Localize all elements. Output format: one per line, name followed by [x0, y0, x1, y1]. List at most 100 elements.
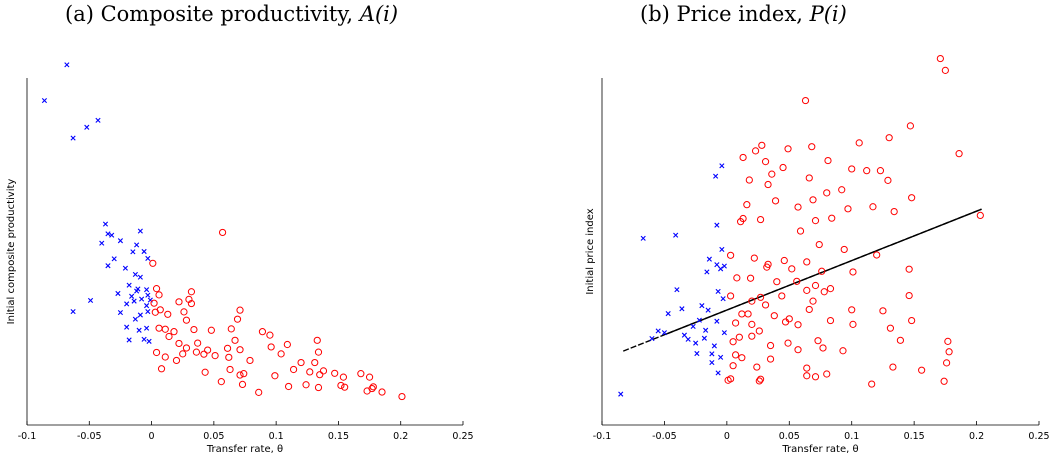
panel-a-circle-marker	[236, 306, 244, 314]
panel-b-y-axis-label: Initial price index	[585, 208, 596, 294]
panel-a-circle-marker	[311, 358, 319, 367]
panel-b-circle-marker	[838, 186, 846, 194]
panel-b-circle-marker	[738, 354, 746, 362]
panel-a-cross-stroke	[143, 303, 150, 309]
panel-a-circle-marker	[190, 325, 198, 334]
panel-b-circle-marker	[756, 293, 765, 301]
panel-b-circle-marker	[758, 141, 766, 149]
panel-b-circle-marker	[873, 251, 881, 259]
panel-b-cross-marker	[714, 318, 720, 324]
panel-a-cross-marker	[117, 238, 124, 244]
panel-b-cross-stroke	[709, 359, 715, 366]
panel-b-circle-marker	[755, 377, 763, 385]
panel-b-cross-stroke	[699, 303, 705, 309]
panel-a-cross-stroke	[117, 309, 124, 316]
panel-b-cross-marker	[713, 173, 719, 179]
panel-b-x-tick-label: -0.05	[652, 431, 677, 442]
panel-b-cross-stroke	[674, 287, 680, 293]
panel-b-cross-marker	[681, 332, 687, 338]
panel-b-circle-marker	[744, 310, 752, 318]
panel-b-cross-marker	[694, 350, 700, 357]
panel-a-circle-marker	[231, 336, 239, 344]
panel-b-cross-marker	[715, 370, 721, 376]
panel-b-circle-marker	[819, 344, 827, 352]
panel-b-circle-marker	[731, 319, 740, 327]
panel-b-circle-marker	[814, 337, 822, 345]
panel-b-fit-line	[665, 208, 982, 335]
panel-b-circle-marker	[803, 372, 811, 380]
panel-b-cross-stroke	[649, 336, 655, 342]
panel-b-circle-marker	[756, 375, 765, 383]
panel-b-circle-marker	[886, 324, 895, 332]
panel-b-circle-marker	[761, 301, 770, 309]
panel-a-cross-marker	[126, 282, 132, 288]
panel-b-cross-stroke	[721, 263, 727, 269]
panel-a-x-tick-label: 0.05	[203, 431, 224, 442]
panel-b-cross-stroke	[714, 222, 720, 228]
panel-a-circle-marker	[217, 378, 225, 386]
panel-a-circle-marker	[236, 371, 244, 379]
panel-a-cross-stroke	[129, 293, 135, 299]
panel-a-x-tick-label: 0	[149, 431, 155, 442]
panel-a-circle-marker	[155, 291, 163, 299]
panel-b-circle-marker	[794, 321, 802, 329]
panel-a-cross-marker	[134, 242, 140, 248]
panel-b-circle-marker	[733, 274, 741, 282]
panel-b-circle-marker	[823, 189, 831, 197]
panel-a-cross-marker	[132, 271, 138, 277]
panel-a-circle-marker	[218, 228, 227, 237]
panel-b-cross-marker	[640, 235, 646, 241]
panel-a-circle-marker	[211, 352, 219, 360]
panel-a-circle-marker	[207, 326, 215, 334]
panel-b-circle-marker	[748, 332, 756, 340]
panel-b-cross-marker	[665, 311, 671, 317]
panel-a-cross-marker	[132, 316, 138, 322]
panel-b-circle-marker	[941, 66, 949, 74]
panel-b-cross-stroke	[719, 246, 725, 253]
panel-a-cross-marker	[70, 135, 76, 141]
panel-a-circle-marker	[156, 306, 164, 314]
panel-a-cross-stroke	[136, 327, 142, 333]
panel-a-circle-marker	[339, 373, 348, 381]
panel-a-circle-marker	[170, 328, 178, 336]
panel-b-cross-stroke	[714, 318, 720, 324]
panel-b-circle-marker	[839, 347, 847, 355]
panel-a-circle-marker	[313, 336, 321, 344]
panel-b-circle-marker	[748, 297, 756, 305]
panel-b-title: (b) Price index, P(i)	[640, 2, 847, 26]
panel-a-circle-marker	[149, 259, 157, 267]
panel-b-circle-marker	[889, 363, 897, 371]
panel-b-cross-marker	[714, 222, 720, 228]
panel-a-cross-marker	[143, 325, 150, 331]
panel-b-plot: -0.1 -0.05 0 0.05 0.1 0.15 0.2 0.25 Transfer rat…	[585, 54, 1050, 455]
panel-b-circle-marker	[750, 254, 758, 262]
panel-b-cross-marker	[704, 269, 710, 275]
panel-b-cross-stroke	[673, 232, 679, 238]
panel-a-y-axis-label: Initial composite productivity	[6, 179, 17, 325]
panel-b-cross-marker	[715, 288, 721, 294]
panel-a-circle-marker	[240, 370, 248, 378]
panel-b-circle-marker	[818, 267, 826, 275]
panel-a-title-text: (a) Composite productivity,	[65, 2, 360, 26]
panel-a-circle-marker	[331, 369, 339, 377]
panel-b-circle-marker	[811, 373, 820, 381]
panel-b-x-tick-label: 0.05	[779, 431, 800, 442]
panel-a-cross-marker	[137, 274, 143, 280]
panel-b-cross-marker	[673, 232, 679, 238]
panel-b-title-text: (b) Price index,	[640, 2, 810, 26]
panel-b-cross-stroke	[720, 296, 726, 302]
panel-b-cross-stroke	[715, 288, 721, 294]
panel-b-circle-marker	[809, 196, 817, 204]
panel-b-circle-marker	[729, 338, 737, 346]
panel-a-cross-marker	[146, 338, 152, 344]
panel-a-cross-marker	[124, 301, 130, 307]
panel-b-circle-marker	[805, 305, 813, 314]
panel-b-circle-marker	[731, 351, 740, 359]
panel-a-circle-marker	[378, 388, 386, 396]
panel-b-circle-marker	[896, 336, 905, 344]
panel-a-circle-marker	[267, 343, 275, 351]
panel-b-x-tick-label: 0	[724, 431, 730, 442]
panel-b-cross-marker	[690, 323, 696, 330]
panel-a-cross-stroke	[102, 221, 109, 227]
panel-a-circle-marker	[152, 285, 161, 293]
